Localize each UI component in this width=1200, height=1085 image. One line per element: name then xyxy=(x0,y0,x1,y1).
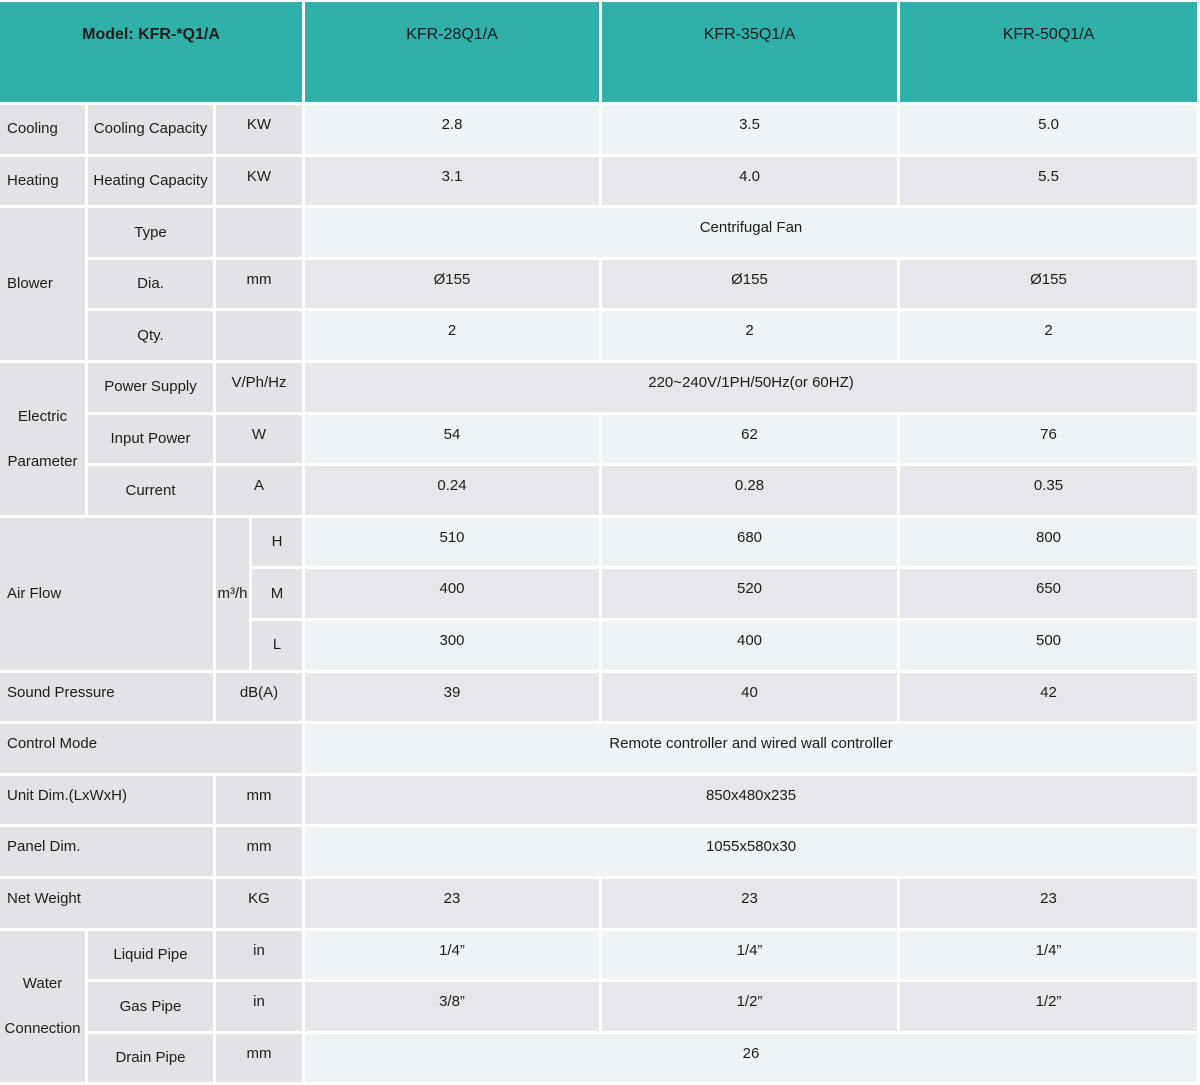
heating-capacity-value-kfr35: 4.0 xyxy=(602,156,897,206)
blower-qty-unit-cell xyxy=(216,311,302,360)
panel-dim-unit-cell: mm xyxy=(216,827,302,876)
control-mode-value: Remote controller and wired wall control… xyxy=(305,724,1197,773)
sound-pressure-value-kfr50: 42 xyxy=(900,672,1197,722)
power-supply-value: 220~240V/1PH/50Hz(or 60HZ) xyxy=(305,362,1197,412)
header-col-kfr35: KFR-35Q1/A xyxy=(602,2,897,102)
heating-capacity-label-cell: Heating Capacity xyxy=(88,156,213,206)
gas-pipe-label-cell: Gas Pipe xyxy=(88,982,213,1031)
air-flow-medium-value-kfr35: 520 xyxy=(602,569,897,618)
header-model-cell: Model: KFR-*Q1/A xyxy=(0,2,302,102)
sound-pressure-value-kfr35: 40 xyxy=(602,672,897,722)
air-flow-high-value-kfr50: 800 xyxy=(900,517,1197,567)
panel-dim-value: 1055x580x30 xyxy=(305,827,1197,876)
current-value-kfr50: 0.35 xyxy=(900,466,1197,515)
cooling-capacity-value-kfr28: 2.8 xyxy=(305,105,599,154)
header-col-kfr28: KFR-28Q1/A xyxy=(305,2,599,102)
gas-pipe-unit-cell: in xyxy=(216,982,302,1031)
liquid-pipe-label-cell: Liquid Pipe xyxy=(88,930,213,980)
heating-capacity-unit-cell: KW xyxy=(216,156,302,206)
sound-pressure-value-kfr28: 39 xyxy=(305,672,599,722)
sound-pressure-label-cell: Sound Pressure xyxy=(0,672,213,722)
air-flow-low-value-kfr50: 500 xyxy=(900,620,1197,670)
cooling-capacity-unit-cell: KW xyxy=(216,105,302,154)
control-mode-label-cell: Control Mode xyxy=(0,724,302,773)
unit-dim-label-cell: Unit Dim.(LxWxH) xyxy=(0,775,213,825)
heating-category-cell: Heating xyxy=(0,156,85,206)
gas-pipe-value-kfr50: 1/2” xyxy=(900,982,1197,1031)
blower-dia-label-cell: Dia. xyxy=(88,259,213,309)
cooling-category-cell: Cooling xyxy=(0,105,85,154)
net-weight-value-kfr28: 23 xyxy=(305,878,599,928)
header-col-kfr50: KFR-50Q1/A xyxy=(900,2,1197,102)
net-weight-unit-cell: KG xyxy=(216,878,302,928)
net-weight-value-kfr35: 23 xyxy=(602,878,897,928)
sound-pressure-unit-cell: dB(A) xyxy=(216,672,302,722)
blower-dia-value-kfr35: Ø155 xyxy=(602,259,897,309)
cooling-capacity-label-cell: Cooling Capacity xyxy=(88,105,213,154)
heating-capacity-value-kfr50: 5.5 xyxy=(900,156,1197,206)
blower-qty-value-kfr35: 2 xyxy=(602,311,897,360)
gas-pipe-value-kfr28: 3/8” xyxy=(305,982,599,1031)
air-flow-unit-cell: m³/h xyxy=(216,517,249,670)
blower-dia-value-kfr50: Ø155 xyxy=(900,259,1197,309)
air-flow-category-cell: Air Flow xyxy=(0,517,213,670)
panel-dim-label-cell: Panel Dim. xyxy=(0,827,213,876)
electric-category-cell: Electric Parameter xyxy=(0,362,85,515)
blower-dia-value-kfr28: Ø155 xyxy=(305,259,599,309)
drain-pipe-label-cell: Drain Pipe xyxy=(88,1033,213,1083)
blower-dia-unit-cell: mm xyxy=(216,259,302,309)
blower-qty-value-kfr28: 2 xyxy=(305,311,599,360)
drain-pipe-unit-cell: mm xyxy=(216,1033,302,1083)
liquid-pipe-value-kfr35: 1/4” xyxy=(602,930,897,980)
unit-dim-value: 850x480x235 xyxy=(305,775,1197,825)
blower-type-label-cell: Type xyxy=(88,208,213,257)
air-flow-low-value-kfr35: 400 xyxy=(602,620,897,670)
input-power-label-cell: Input Power xyxy=(88,414,213,464)
air-flow-medium-value-kfr50: 650 xyxy=(900,569,1197,618)
input-power-unit-cell: W xyxy=(216,414,302,464)
air-flow-low-label-cell: L xyxy=(252,620,302,670)
input-power-value-kfr35: 62 xyxy=(602,414,897,464)
water-connection-category-cell: Water Connection xyxy=(0,930,85,1083)
power-supply-label-cell: Power Supply xyxy=(88,362,213,412)
current-label-cell: Current xyxy=(88,466,213,515)
drain-pipe-value: 26 xyxy=(305,1033,1197,1083)
gas-pipe-value-kfr35: 1/2” xyxy=(602,982,897,1031)
liquid-pipe-value-kfr28: 1/4” xyxy=(305,930,599,980)
current-value-kfr28: 0.24 xyxy=(305,466,599,515)
net-weight-label-cell: Net Weight xyxy=(0,878,213,928)
heating-capacity-value-kfr28: 3.1 xyxy=(305,156,599,206)
blower-type-value: Centrifugal Fan xyxy=(305,208,1197,257)
air-flow-high-label-cell: H xyxy=(252,517,302,567)
net-weight-value-kfr50: 23 xyxy=(900,878,1197,928)
current-value-kfr35: 0.28 xyxy=(602,466,897,515)
current-unit-cell: A xyxy=(216,466,302,515)
blower-type-unit-cell xyxy=(216,208,302,257)
air-flow-medium-label-cell: M xyxy=(252,569,302,618)
input-power-value-kfr50: 76 xyxy=(900,414,1197,464)
input-power-value-kfr28: 54 xyxy=(305,414,599,464)
air-flow-high-value-kfr35: 680 xyxy=(602,517,897,567)
liquid-pipe-unit-cell: in xyxy=(216,930,302,980)
blower-qty-value-kfr50: 2 xyxy=(900,311,1197,360)
blower-category-cell: Blower xyxy=(0,208,85,360)
air-flow-medium-value-kfr28: 400 xyxy=(305,569,599,618)
cooling-capacity-value-kfr35: 3.5 xyxy=(602,105,897,154)
unit-dim-unit-cell: mm xyxy=(216,775,302,825)
power-supply-unit-cell: V/Ph/Hz xyxy=(216,362,302,412)
air-flow-high-value-kfr28: 510 xyxy=(305,517,599,567)
liquid-pipe-value-kfr50: 1/4” xyxy=(900,930,1197,980)
cooling-capacity-value-kfr50: 5.0 xyxy=(900,105,1197,154)
air-flow-low-value-kfr28: 300 xyxy=(305,620,599,670)
blower-qty-label-cell: Qty. xyxy=(88,311,213,360)
